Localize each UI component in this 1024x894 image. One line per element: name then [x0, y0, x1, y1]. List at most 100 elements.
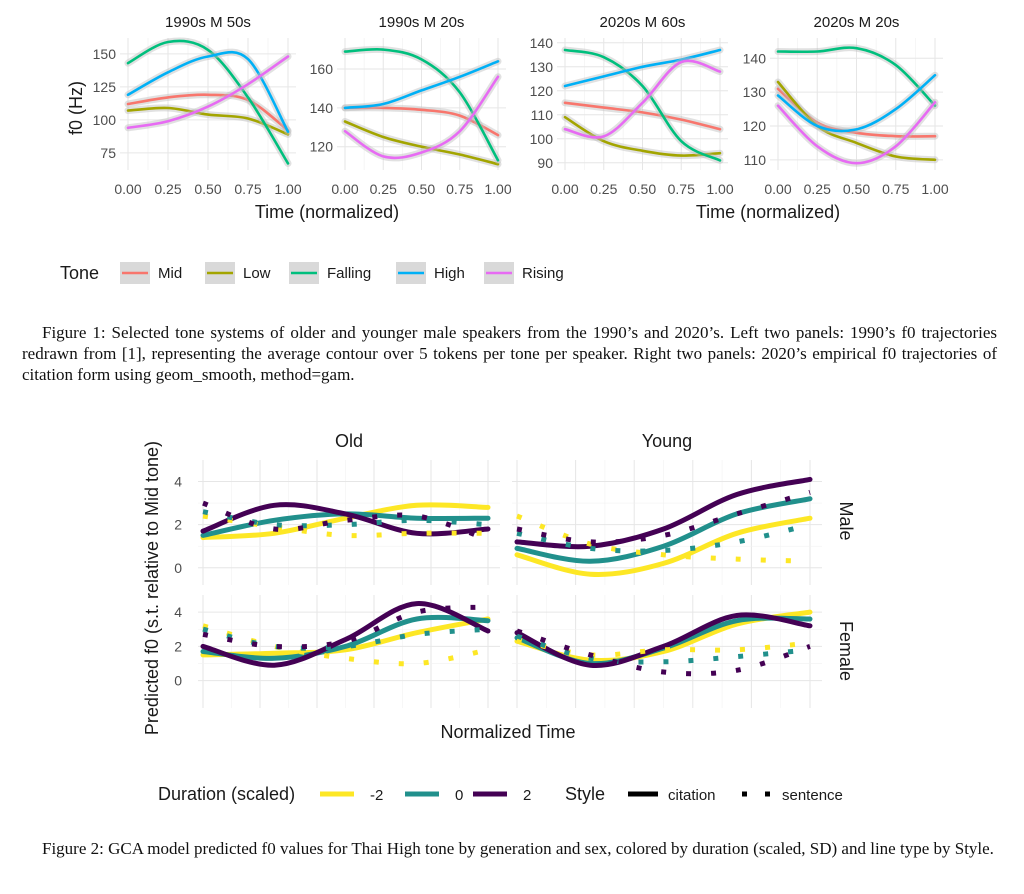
series-line-low: [776, 80, 937, 162]
series-line-citation: [514, 496, 813, 564]
y-tick-label: 2: [174, 638, 182, 654]
series-line-falling: [343, 48, 500, 162]
y-tick-label: 130: [743, 84, 767, 100]
y-tick-label: 100: [530, 131, 554, 147]
series-line-citation: [200, 614, 491, 661]
y-tick-label: 150: [93, 46, 117, 62]
x-tick-label: 0.00: [551, 181, 578, 197]
y-axis-title: f0 (Hz): [66, 81, 86, 135]
legend-label: citation: [668, 787, 716, 804]
series-line-low: [343, 120, 500, 166]
y-tick-label: 110: [744, 152, 767, 168]
series-line-rising: [126, 55, 290, 130]
x-tick-label: 0.50: [408, 181, 435, 197]
series-line-rising: [343, 75, 500, 160]
strip-label-young: Young: [642, 431, 692, 451]
y-tick-label: 120: [310, 139, 334, 155]
panel-title: 2020s M 60s: [600, 14, 686, 31]
series-line-citation: [200, 502, 491, 541]
legend-title-duration: Duration (scaled): [158, 784, 295, 804]
legend-label: 2: [523, 787, 531, 804]
figure-1-caption: Figure 1: Selected tone systems of older…: [22, 323, 997, 384]
y-axis-title: Predicted f0 (s.t. relative to Mid tone): [142, 441, 162, 735]
strip-label-old: Old: [335, 431, 363, 451]
x-tick-label: 0.50: [194, 181, 221, 197]
series-line-low: [563, 115, 722, 157]
legend-label: Rising: [522, 265, 564, 282]
series-line-high: [776, 73, 937, 133]
x-tick-label: 1.00: [706, 181, 733, 197]
y-tick-label: 125: [93, 79, 117, 95]
y-tick-label: 140: [310, 100, 334, 116]
series-line-falling: [126, 39, 290, 165]
series-line-citation: [200, 502, 491, 537]
x-tick-label: 0.00: [331, 181, 358, 197]
y-tick-label: 110: [531, 107, 554, 123]
series-line-high: [563, 48, 722, 88]
y-tick-label: 100: [93, 112, 117, 128]
panel-title: 1990s M 50s: [165, 14, 251, 31]
series-line-high: [343, 60, 500, 110]
y-tick-label: 130: [530, 59, 554, 75]
y-tick-label: 4: [174, 474, 182, 490]
legend-title: Tone: [60, 263, 99, 283]
series-line-low: [126, 106, 290, 136]
legend-label: High: [434, 265, 465, 282]
y-tick-label: 120: [743, 118, 767, 134]
series-line-mid: [343, 106, 500, 137]
x-tick-label: 1.00: [484, 181, 511, 197]
legend-title-style: Style: [565, 784, 605, 804]
x-tick-label: 1.00: [921, 181, 948, 197]
x-tick-label: 0.75: [446, 181, 473, 197]
x-axis-title: Time (normalized): [696, 202, 840, 222]
series-line-mid: [563, 101, 722, 131]
x-tick-label: 0.25: [804, 181, 831, 197]
y-tick-label: 140: [743, 50, 767, 66]
strip-label-female: Female: [836, 621, 856, 681]
series-line-sentence: [516, 513, 811, 564]
legend-label: Low: [243, 265, 271, 282]
series-line-sentence: [202, 623, 489, 667]
legend-label: Falling: [327, 265, 371, 282]
series-line-sentence: [202, 500, 489, 543]
series-line-sentence: [516, 633, 811, 665]
legend-label: -2: [370, 787, 383, 804]
x-tick-label: 0.00: [764, 181, 791, 197]
legend-label: 0: [455, 787, 463, 804]
x-tick-label: 0.50: [629, 181, 656, 197]
series-line-high: [126, 50, 290, 133]
legend-label: Mid: [158, 265, 182, 282]
series-line-sentence: [516, 628, 811, 677]
x-tick-label: 0.75: [882, 181, 909, 197]
panel-title: 1990s M 20s: [379, 14, 465, 31]
panel-title: 2020s M 20s: [814, 14, 900, 31]
strip-label-male: Male: [836, 501, 856, 540]
x-tick-label: 0.25: [370, 181, 397, 197]
x-tick-label: 0.25: [154, 181, 181, 197]
y-tick-label: 0: [174, 673, 182, 689]
series-line-sentence: [516, 522, 811, 554]
series-line-citation: [200, 616, 491, 658]
y-tick-label: 120: [530, 83, 554, 99]
y-tick-label: 4: [174, 604, 182, 620]
series-line-rising: [563, 59, 722, 139]
series-line-falling: [563, 48, 722, 162]
y-tick-label: 160: [310, 61, 334, 77]
y-tick-label: 0: [174, 560, 182, 576]
series-line-mid: [126, 93, 290, 132]
series-line-sentence: [516, 489, 811, 545]
x-axis-title: Normalized Time: [440, 722, 575, 742]
x-tick-label: 0.00: [114, 181, 141, 197]
series-line-citation: [514, 515, 813, 577]
x-tick-label: 0.75: [668, 181, 695, 197]
y-tick-label: 2: [174, 517, 182, 533]
x-axis-title: Time (normalized): [255, 202, 399, 222]
y-tick-label: 75: [100, 145, 116, 161]
x-tick-label: 0.25: [590, 181, 617, 197]
series-line-citation: [514, 612, 813, 668]
series-line-rising: [776, 101, 937, 165]
series-line-falling: [776, 46, 937, 107]
figure-2-caption: Figure 2: GCA model predicted f0 values …: [42, 839, 994, 858]
x-tick-label: 0.50: [843, 181, 870, 197]
